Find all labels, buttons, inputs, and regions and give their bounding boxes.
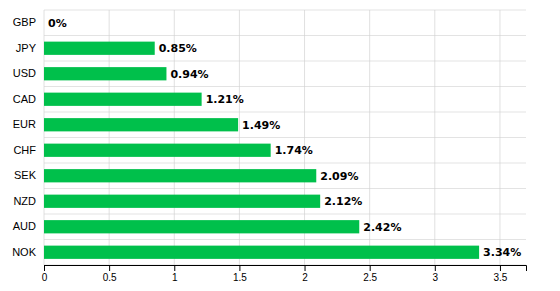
x-axis: 0 0.5 1 1.5 2 2.5 3 3.5 <box>42 265 527 283</box>
bar <box>44 195 320 208</box>
y-tick: CAD <box>13 93 44 105</box>
separator <box>44 10 526 11</box>
separator <box>44 137 526 138</box>
data-label: 0% <box>48 17 67 30</box>
chart-svg: 0% 0.85% 0.94% 1.21% 1.49% 1.74% 2.09% 2.12%2.4… <box>0 0 560 291</box>
x-tick-mark <box>435 265 436 271</box>
y-tick-label: JPY <box>16 42 37 54</box>
x-tick-label: 0.5 <box>103 272 117 283</box>
x-tick: 2.5 <box>363 265 377 283</box>
data-label: 1.49% <box>242 119 280 132</box>
x-tick-label: 2.5 <box>363 272 377 283</box>
separator <box>44 214 526 215</box>
data-label: 2.09% <box>320 170 358 183</box>
x-axis-line <box>45 266 527 272</box>
chart-container: 0% 0.85% 0.94% 1.21% 1.49% 1.74% 2.09% 2.12%2.4… <box>0 0 560 291</box>
x-tick-mark <box>109 265 110 271</box>
bar <box>44 246 479 259</box>
y-tick: JPY <box>16 42 44 54</box>
bar <box>44 42 155 55</box>
data-label: 0.94% <box>170 68 208 81</box>
x-tick-mark <box>239 265 240 271</box>
data-label: 3.34% <box>483 246 521 259</box>
bars <box>44 42 479 259</box>
x-tick: 0 <box>42 265 48 283</box>
x-tick-label: 1.5 <box>233 272 247 283</box>
bar <box>44 16 45 29</box>
separator <box>44 239 526 240</box>
x-tick-label: 1 <box>172 272 178 283</box>
y-tick-label: CAD <box>13 93 36 105</box>
separator <box>44 188 526 189</box>
x-tick-label: 0 <box>42 272 48 283</box>
x-tick: 3.5 <box>493 265 507 283</box>
y-tick-label: EUR <box>13 118 36 130</box>
x-tick-label: 3.5 <box>493 272 507 283</box>
bar <box>44 220 359 233</box>
x-tick-label: 2 <box>302 272 308 283</box>
y-tick: AUD <box>13 220 44 232</box>
y-axis: GBP JPY USD CAD EUR CHF SEK NZD AUD NOK <box>12 16 44 258</box>
separator <box>44 112 526 113</box>
y-tick: GBP <box>13 16 44 28</box>
data-label: 2.12% <box>324 195 362 208</box>
separator <box>44 86 526 87</box>
plot-area: 0% 0.85% 0.94% 1.21% 1.49% 1.74% 2.09% 2.12%2.4… <box>12 10 526 283</box>
y-tick-label: USD <box>13 67 36 79</box>
bar <box>44 67 166 80</box>
y-tick: NOK <box>12 246 44 258</box>
x-tick-mark <box>500 265 501 271</box>
y-tick-label: NZD <box>13 195 36 207</box>
separators <box>44 10 526 265</box>
data-labels: 0% 0.85% 0.94% 1.21% 1.49% 1.74% 2.09% 2.12%2.4… <box>48 17 521 260</box>
data-label: 1.74% <box>275 144 313 157</box>
x-tick-label: 3 <box>433 272 439 283</box>
y-tick-label: SEK <box>14 169 37 181</box>
x-tick-mark <box>44 265 45 271</box>
separator <box>44 163 526 164</box>
bar <box>44 118 238 131</box>
y-tick-label: CHF <box>13 144 36 156</box>
x-tick: 0.5 <box>103 265 117 283</box>
x-tick-mark <box>174 265 175 271</box>
y-tick: SEK <box>14 169 44 181</box>
data-label: 0.85% <box>159 42 197 55</box>
x-tick-mark <box>370 265 371 271</box>
y-tick: CHF <box>13 144 44 156</box>
x-tick: 1 <box>172 265 178 283</box>
x-tick: 2 <box>302 265 308 283</box>
x-tick: 1.5 <box>233 265 247 283</box>
x-tick-mark <box>305 265 306 271</box>
data-label: 2.42% <box>363 221 401 234</box>
bar <box>44 169 316 182</box>
data-label: 1.21% <box>206 93 244 106</box>
y-tick-label: GBP <box>13 16 36 28</box>
x-tick: 3 <box>433 265 439 283</box>
separator <box>44 61 526 62</box>
separator <box>44 35 526 36</box>
y-tick: USD <box>13 67 44 79</box>
y-tick: NZD <box>13 195 44 207</box>
y-tick-label: AUD <box>13 220 36 232</box>
bar <box>44 93 202 106</box>
y-tick-label: NOK <box>12 246 37 258</box>
y-tick: EUR <box>13 118 44 130</box>
bar <box>44 144 271 157</box>
